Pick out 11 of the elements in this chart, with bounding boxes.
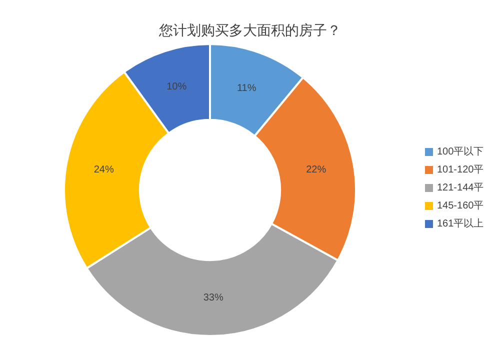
- data-label: 24%: [94, 164, 114, 176]
- legend-label: 100平以下: [437, 146, 484, 158]
- data-label: 11%: [236, 82, 256, 94]
- legend-label: 101-120平: [437, 164, 484, 176]
- data-label: 22%: [306, 164, 326, 176]
- legend-label: 161平以上: [437, 218, 484, 230]
- legend-label: 145-160平: [437, 200, 484, 212]
- data-label: 33%: [203, 292, 224, 304]
- data-label: 10%: [166, 82, 187, 93]
- chart-title: 您计划购买多大面积的房子？: [158, 22, 341, 38]
- legend-label: 121-144平: [437, 182, 484, 194]
